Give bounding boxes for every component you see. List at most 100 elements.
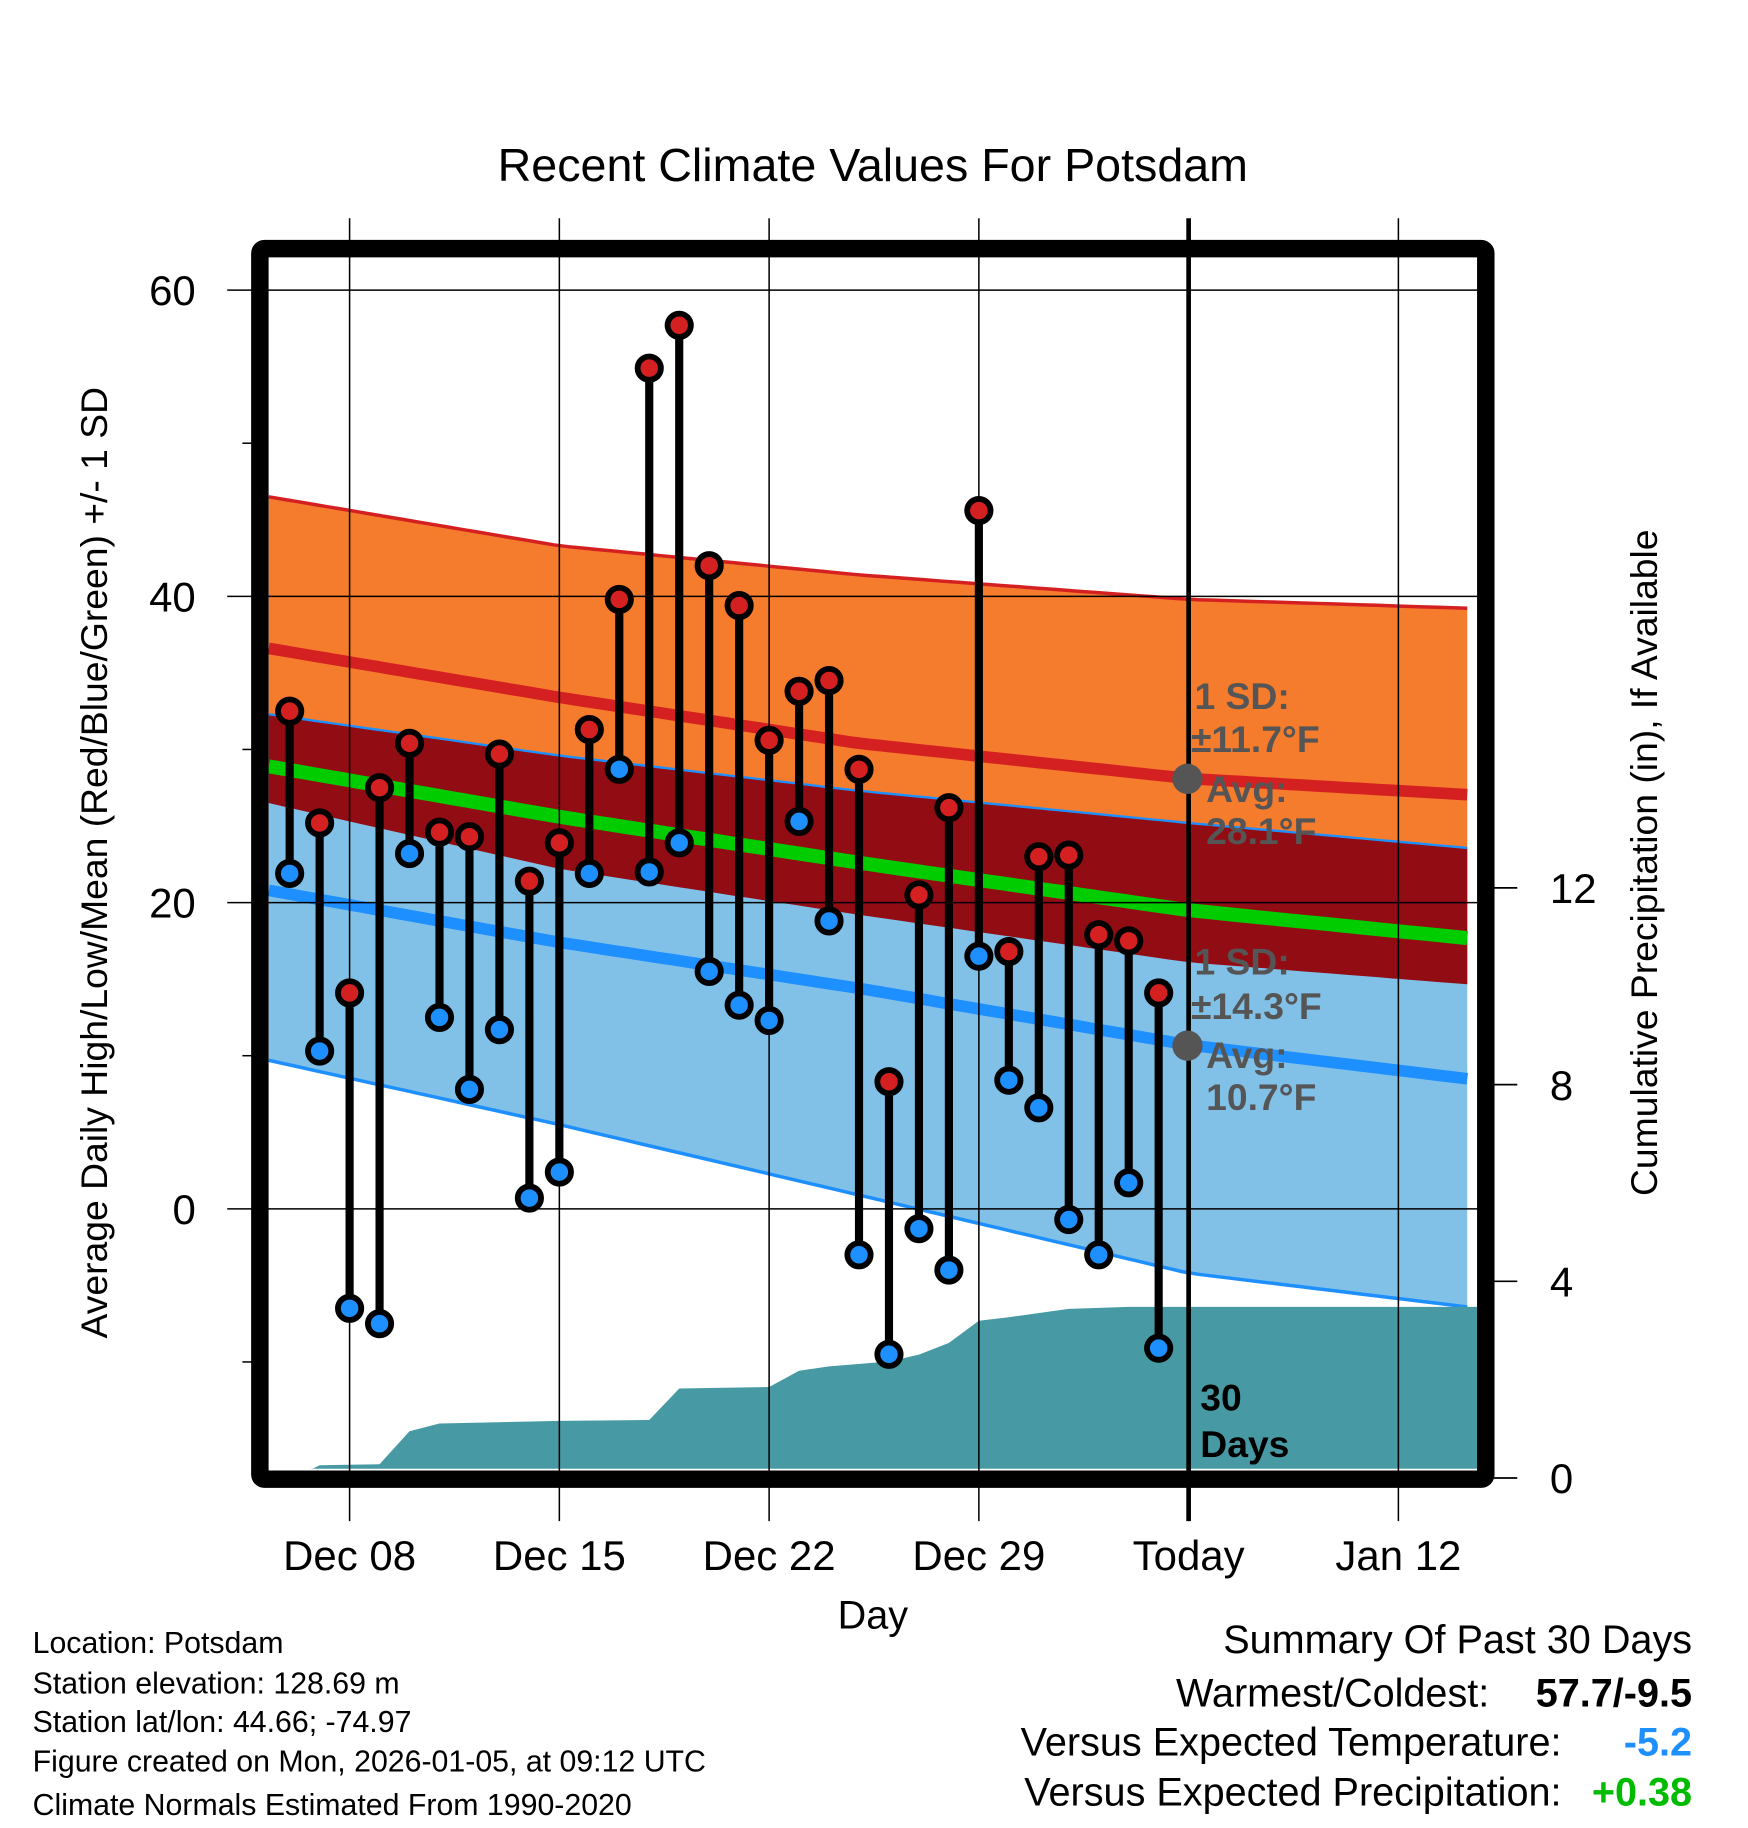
high-mean-line xyxy=(268,642,1468,801)
high-temp-point xyxy=(1084,920,1114,950)
high-temp-point xyxy=(424,817,455,847)
plot-frame xyxy=(251,239,1495,1488)
precip-cumulative-area xyxy=(311,1306,1478,1469)
high-temp-point xyxy=(724,590,754,621)
info-created: Figure created on Mon, 2026-01-05, at 09… xyxy=(33,1746,706,1779)
high-temp-point xyxy=(484,739,514,769)
low-temp-point xyxy=(754,1005,784,1036)
high-temp-point xyxy=(335,978,365,1008)
temp-label: Versus Expected Temperature: xyxy=(1021,1720,1562,1764)
high-avg-label: Avg: xyxy=(1206,768,1287,810)
high-temp-point xyxy=(305,808,335,838)
x-axis-label: Day xyxy=(838,1593,909,1637)
y-tick-label: 0 xyxy=(172,1186,195,1233)
precip-area xyxy=(311,1306,1478,1469)
high-temp-point xyxy=(275,696,305,726)
low-plus-sd-line xyxy=(268,713,1468,850)
x-tick-label: Jan 12 xyxy=(1335,1532,1461,1579)
low-temp-point xyxy=(694,956,724,987)
high-temp-point xyxy=(844,754,874,784)
overlap-band xyxy=(268,714,1468,985)
high-temp-point xyxy=(1054,840,1084,870)
y2-axis-label: Cumulative Precipitation (in), If Availa… xyxy=(1623,529,1665,1196)
y2-tick-label: 12 xyxy=(1550,865,1597,912)
low-sd-value: ±14.3°F xyxy=(1191,985,1322,1027)
low-temp-point xyxy=(1024,1093,1054,1123)
low-sd-label: 1 SD: xyxy=(1194,941,1289,983)
low-temp-point xyxy=(1114,1168,1144,1198)
station-info: Location: Potsdam Station elevation: 128… xyxy=(33,1627,706,1822)
y-tick-label: 60 xyxy=(149,267,196,314)
x-tick-label: Today xyxy=(1133,1532,1245,1579)
low-temp-point xyxy=(514,1183,544,1213)
summary: Summary Of Past 30 Days Warmest/Coldest:… xyxy=(1021,1618,1692,1815)
low-temp-point xyxy=(1054,1204,1084,1235)
x-tick-label: Dec 22 xyxy=(703,1532,836,1579)
low-temp-point xyxy=(1144,1333,1174,1363)
low-temp-point xyxy=(964,941,994,971)
low-temp-point xyxy=(844,1240,874,1270)
low-temp-point xyxy=(874,1339,904,1369)
y-tick-label: 40 xyxy=(149,573,196,620)
low-temp-point xyxy=(335,1293,365,1323)
high-temp-point xyxy=(1114,926,1144,956)
low-temp-point xyxy=(424,1002,455,1032)
low-temp-point xyxy=(604,754,634,784)
low-avg-value: 10.7°F xyxy=(1206,1076,1316,1118)
low-temp-point xyxy=(934,1255,964,1285)
high-sd-value: ±11.7°F xyxy=(1191,718,1320,760)
y2-tick-label: 0 xyxy=(1550,1455,1573,1502)
high-temp-point xyxy=(604,584,634,614)
low-temp-point xyxy=(305,1036,335,1066)
warmest-value: 57.7/-9.5 xyxy=(1536,1671,1692,1715)
y2-tick-label: 8 xyxy=(1550,1062,1573,1109)
x-tick-label: Dec 29 xyxy=(912,1532,1045,1579)
info-location: Location: Potsdam xyxy=(33,1627,284,1660)
high-temp-point xyxy=(694,551,724,581)
x-tick-label: Dec 15 xyxy=(493,1532,626,1579)
low-temp-point xyxy=(784,806,814,836)
high-plus-sd-line xyxy=(268,495,1468,610)
high-temp-point xyxy=(1144,978,1174,1008)
low-temp-point xyxy=(364,1309,395,1339)
high-temp-point xyxy=(394,728,425,758)
high-temp-point xyxy=(574,714,604,745)
high-temp-point xyxy=(544,828,574,858)
warmest-label: Warmest/Coldest: xyxy=(1176,1671,1489,1715)
low-temp-point xyxy=(664,828,694,858)
high-temp-point xyxy=(904,880,934,910)
y-axis-label: Average Daily High/Low/Mean (Red/Blue/Gr… xyxy=(73,387,115,1338)
low-temp-point xyxy=(484,1015,514,1045)
x-tick-label: Dec 08 xyxy=(283,1532,416,1579)
precip-value: +0.38 xyxy=(1592,1770,1692,1814)
precip-label: Versus Expected Precipitation: xyxy=(1024,1770,1561,1814)
high-sd-label: 1 SD: xyxy=(1194,675,1289,717)
observations xyxy=(275,310,1174,1369)
info-normals: Climate Normals Estimated From 1990-2020 xyxy=(33,1789,632,1822)
low-avg-label: Avg: xyxy=(1206,1034,1287,1076)
low-avg-dot xyxy=(1172,1030,1203,1061)
y2-tick-label: 4 xyxy=(1550,1258,1573,1305)
axes: Dec 08 Dec 15 Dec 22 Dec 29 Today Jan 1260402… xyxy=(149,267,1596,1579)
high-temp-point xyxy=(934,793,964,823)
high-avg-value: 28.1°F xyxy=(1206,810,1316,852)
high-avg-dot xyxy=(1172,763,1203,794)
high-temp-point xyxy=(1024,842,1054,872)
normals-bands xyxy=(268,495,1468,1309)
low-temp-point xyxy=(544,1157,574,1187)
low-temp-point xyxy=(904,1214,934,1244)
mean-line xyxy=(268,759,1468,946)
annotations: 1 SD: ±11.7°F Avg: 28.1°F 1 SD: ±14.3°F … xyxy=(1172,675,1322,1465)
low-temp-point xyxy=(634,857,664,887)
high-temp-point xyxy=(454,822,485,852)
info-latlon: Station lat/lon: 44.66; -74.97 xyxy=(33,1706,412,1739)
high-temp-point xyxy=(964,496,994,526)
low-temp-point xyxy=(1084,1240,1114,1270)
period-number: 30 xyxy=(1200,1376,1241,1418)
low-temp-point xyxy=(994,1065,1024,1095)
chart-title: Recent Climate Values For Potsdam xyxy=(498,139,1248,191)
low-temp-point xyxy=(574,858,604,889)
high-temp-point xyxy=(994,937,1024,967)
high-temp-point xyxy=(784,676,814,706)
high-temp-point xyxy=(874,1067,904,1097)
